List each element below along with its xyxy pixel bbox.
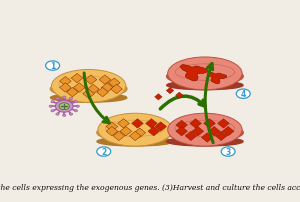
- Polygon shape: [148, 127, 160, 136]
- Polygon shape: [176, 93, 183, 99]
- Circle shape: [221, 147, 235, 156]
- Polygon shape: [99, 76, 111, 85]
- Circle shape: [49, 106, 52, 108]
- Ellipse shape: [97, 137, 173, 146]
- Polygon shape: [132, 119, 143, 128]
- Polygon shape: [120, 127, 132, 136]
- Circle shape: [51, 101, 54, 103]
- Ellipse shape: [168, 58, 242, 90]
- Circle shape: [63, 115, 66, 117]
- Polygon shape: [218, 119, 229, 128]
- Polygon shape: [201, 133, 213, 142]
- Circle shape: [69, 98, 73, 100]
- Polygon shape: [88, 85, 99, 94]
- Polygon shape: [106, 122, 118, 132]
- Circle shape: [76, 106, 79, 108]
- Text: 4: 4: [241, 90, 246, 99]
- Circle shape: [51, 110, 54, 112]
- Polygon shape: [60, 77, 71, 86]
- Ellipse shape: [97, 124, 173, 142]
- Polygon shape: [108, 79, 120, 88]
- Circle shape: [97, 147, 111, 156]
- Polygon shape: [85, 76, 97, 85]
- Text: 3: 3: [226, 147, 231, 156]
- Circle shape: [56, 113, 59, 116]
- Polygon shape: [185, 132, 197, 141]
- Ellipse shape: [98, 114, 172, 146]
- Text: 1: 1: [50, 62, 55, 71]
- Polygon shape: [71, 74, 83, 83]
- Polygon shape: [101, 83, 113, 93]
- Polygon shape: [60, 83, 71, 93]
- Ellipse shape: [168, 114, 242, 146]
- Ellipse shape: [167, 124, 243, 142]
- Text: 2: 2: [101, 147, 106, 156]
- Polygon shape: [215, 132, 227, 141]
- Polygon shape: [106, 127, 118, 136]
- Polygon shape: [222, 127, 234, 136]
- Circle shape: [63, 97, 66, 99]
- Polygon shape: [146, 119, 157, 128]
- Polygon shape: [67, 88, 78, 97]
- Ellipse shape: [167, 81, 243, 90]
- Circle shape: [74, 101, 77, 103]
- Polygon shape: [166, 88, 174, 94]
- Polygon shape: [180, 65, 208, 82]
- Polygon shape: [113, 132, 125, 141]
- Ellipse shape: [50, 94, 127, 103]
- Polygon shape: [129, 132, 141, 141]
- Polygon shape: [74, 83, 85, 93]
- Polygon shape: [155, 122, 167, 132]
- Polygon shape: [192, 127, 204, 136]
- Polygon shape: [97, 88, 108, 97]
- Text: A scheme of the generation of induced pluripotent stern (iPS) cells. (1)Isolate : A scheme of the generation of induced pl…: [0, 183, 300, 191]
- Polygon shape: [155, 94, 162, 100]
- Polygon shape: [204, 119, 215, 128]
- Circle shape: [46, 62, 60, 71]
- Polygon shape: [207, 73, 227, 84]
- Polygon shape: [83, 89, 94, 99]
- Polygon shape: [134, 128, 146, 138]
- Polygon shape: [176, 121, 188, 130]
- Polygon shape: [176, 127, 188, 136]
- Polygon shape: [190, 119, 201, 128]
- Circle shape: [74, 110, 77, 112]
- Circle shape: [69, 113, 73, 116]
- Ellipse shape: [167, 68, 243, 86]
- Ellipse shape: [167, 137, 243, 146]
- Circle shape: [59, 103, 69, 110]
- Ellipse shape: [50, 81, 127, 98]
- Circle shape: [236, 89, 250, 99]
- Circle shape: [56, 101, 73, 113]
- Circle shape: [56, 98, 59, 100]
- Polygon shape: [118, 119, 129, 128]
- Ellipse shape: [52, 70, 126, 103]
- Polygon shape: [111, 85, 122, 94]
- Polygon shape: [208, 127, 220, 136]
